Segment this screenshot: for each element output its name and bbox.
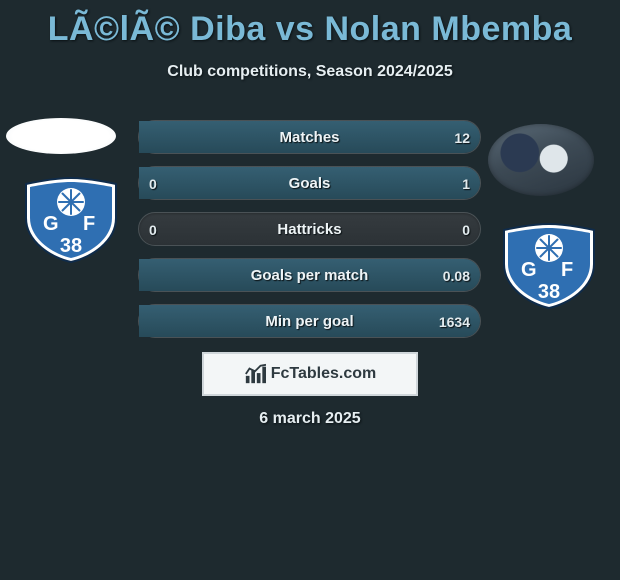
- stat-value-right: 0: [462, 213, 470, 245]
- svg-text:F: F: [561, 259, 573, 281]
- club-crest-left: G F 38: [20, 176, 122, 264]
- bar-chart-icon: [244, 363, 266, 385]
- page-subtitle: Club competitions, Season 2024/2025: [0, 63, 620, 81]
- comparison-bars: Matches120Goals10Hattricks0Goals per mat…: [138, 120, 481, 350]
- stat-row: 0Goals1: [138, 166, 481, 200]
- brand-box: FcTables.com: [202, 352, 418, 396]
- club-crest-right: G F 38: [498, 222, 600, 310]
- stat-label: Hattricks: [139, 213, 480, 245]
- stat-value-right: 12: [454, 121, 470, 153]
- brand-text: FcTables.com: [271, 365, 377, 383]
- crest-number: 38: [60, 235, 82, 257]
- stat-row: 0Hattricks0: [138, 212, 481, 246]
- stat-row: Goals per match0.08: [138, 258, 481, 292]
- svg-text:G: G: [43, 213, 59, 235]
- player-right-avatar: [488, 124, 594, 196]
- page-title: LÃ©lÃ© Diba vs Nolan Mbemba: [0, 0, 620, 49]
- stat-label: Min per goal: [139, 305, 480, 337]
- svg-text:G: G: [521, 259, 537, 281]
- stat-row: Matches12: [138, 120, 481, 154]
- svg-text:F: F: [83, 213, 95, 235]
- stat-label: Matches: [139, 121, 480, 153]
- stat-label: Goals per match: [139, 259, 480, 291]
- stat-label: Goals: [139, 167, 480, 199]
- date-text: 6 march 2025: [0, 410, 620, 428]
- stat-value-right: 1634: [439, 305, 470, 337]
- stat-value-right: 0.08: [443, 259, 470, 291]
- stat-value-right: 1: [462, 167, 470, 199]
- stat-row: Min per goal1634: [138, 304, 481, 338]
- svg-text:38: 38: [538, 281, 560, 303]
- player-left-avatar: [6, 118, 116, 154]
